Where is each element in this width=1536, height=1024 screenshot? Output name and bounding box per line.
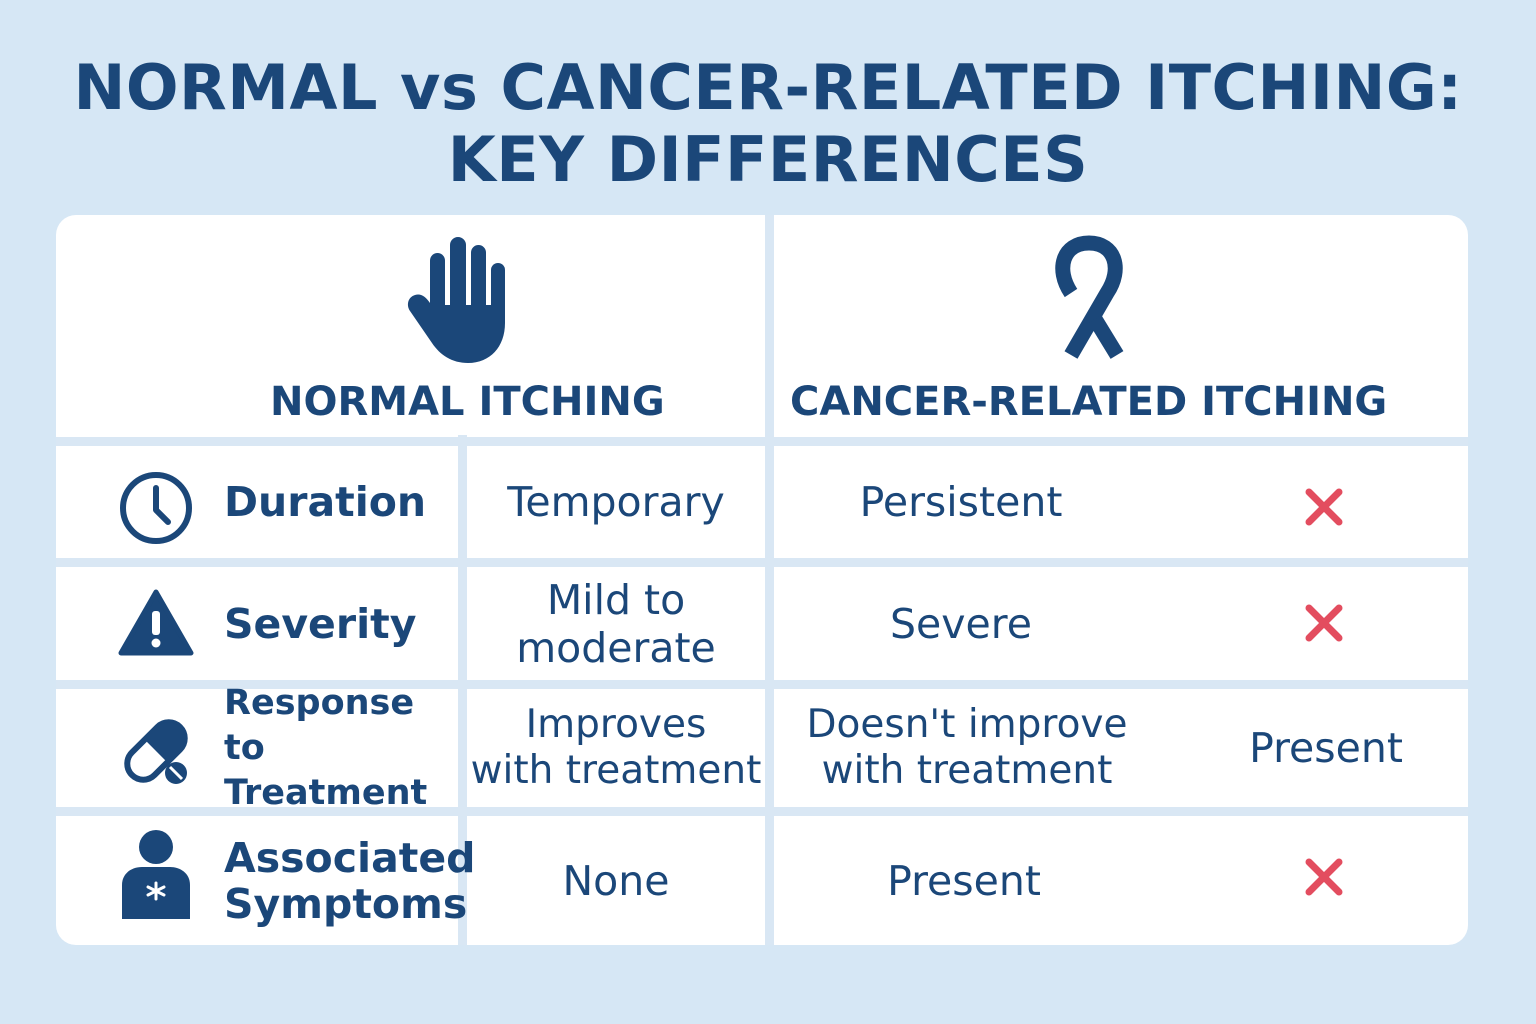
divider-row-2 — [56, 680, 1468, 689]
row-label-severity: Severity — [224, 599, 417, 648]
x-mark-icon — [1305, 488, 1343, 526]
row-label-associated-symptoms: Associated Symptoms — [224, 833, 476, 928]
awareness-ribbon-icon — [1055, 235, 1124, 359]
divider-row-3 — [56, 807, 1468, 816]
cell-cancer-response: Doesn't improve with treatment — [806, 702, 1128, 793]
clock-icon — [120, 472, 192, 544]
divider-left — [458, 435, 467, 945]
x-mark-icon — [1305, 604, 1343, 642]
person-icon — [122, 830, 190, 919]
title-line-1: NORMAL vs CANCER-RELATED ITCHING: — [73, 51, 1463, 124]
header-cancer-related-itching: CANCER-RELATED ITCHING — [790, 379, 1388, 425]
x-mark-icon — [1305, 858, 1343, 896]
hand-icon — [407, 237, 505, 363]
cell-cancer-symptoms: Present — [887, 856, 1041, 905]
header-normal-itching: NORMAL ITCHING — [270, 379, 665, 425]
page-title: NORMAL vs CANCER-RELATED ITCHING: KEY DI… — [0, 52, 1536, 196]
title-line-2: KEY DIFFERENCES — [447, 123, 1089, 196]
cell-normal-severity: Mild to moderate — [516, 575, 716, 672]
cell-extra-response: Present — [1249, 724, 1403, 772]
cell-normal-symptoms: None — [562, 856, 670, 905]
comparison-table: NORMAL ITCHING CANCER-RELATED ITCHING Du… — [56, 215, 1468, 945]
cell-normal-response: Improves with treatment — [470, 702, 762, 793]
divider-row-1 — [56, 558, 1468, 567]
divider-header — [56, 437, 1468, 446]
cell-cancer-severity: Severe — [890, 599, 1032, 648]
cell-cancer-duration: Persistent — [859, 478, 1063, 526]
row-label-duration: Duration — [224, 478, 427, 526]
warning-icon — [118, 589, 194, 656]
cell-normal-duration: Temporary — [507, 478, 725, 526]
row-label-response-to-treatment: Response to Treatment — [224, 682, 428, 813]
divider-center — [765, 215, 774, 945]
pill-icon — [124, 719, 188, 784]
